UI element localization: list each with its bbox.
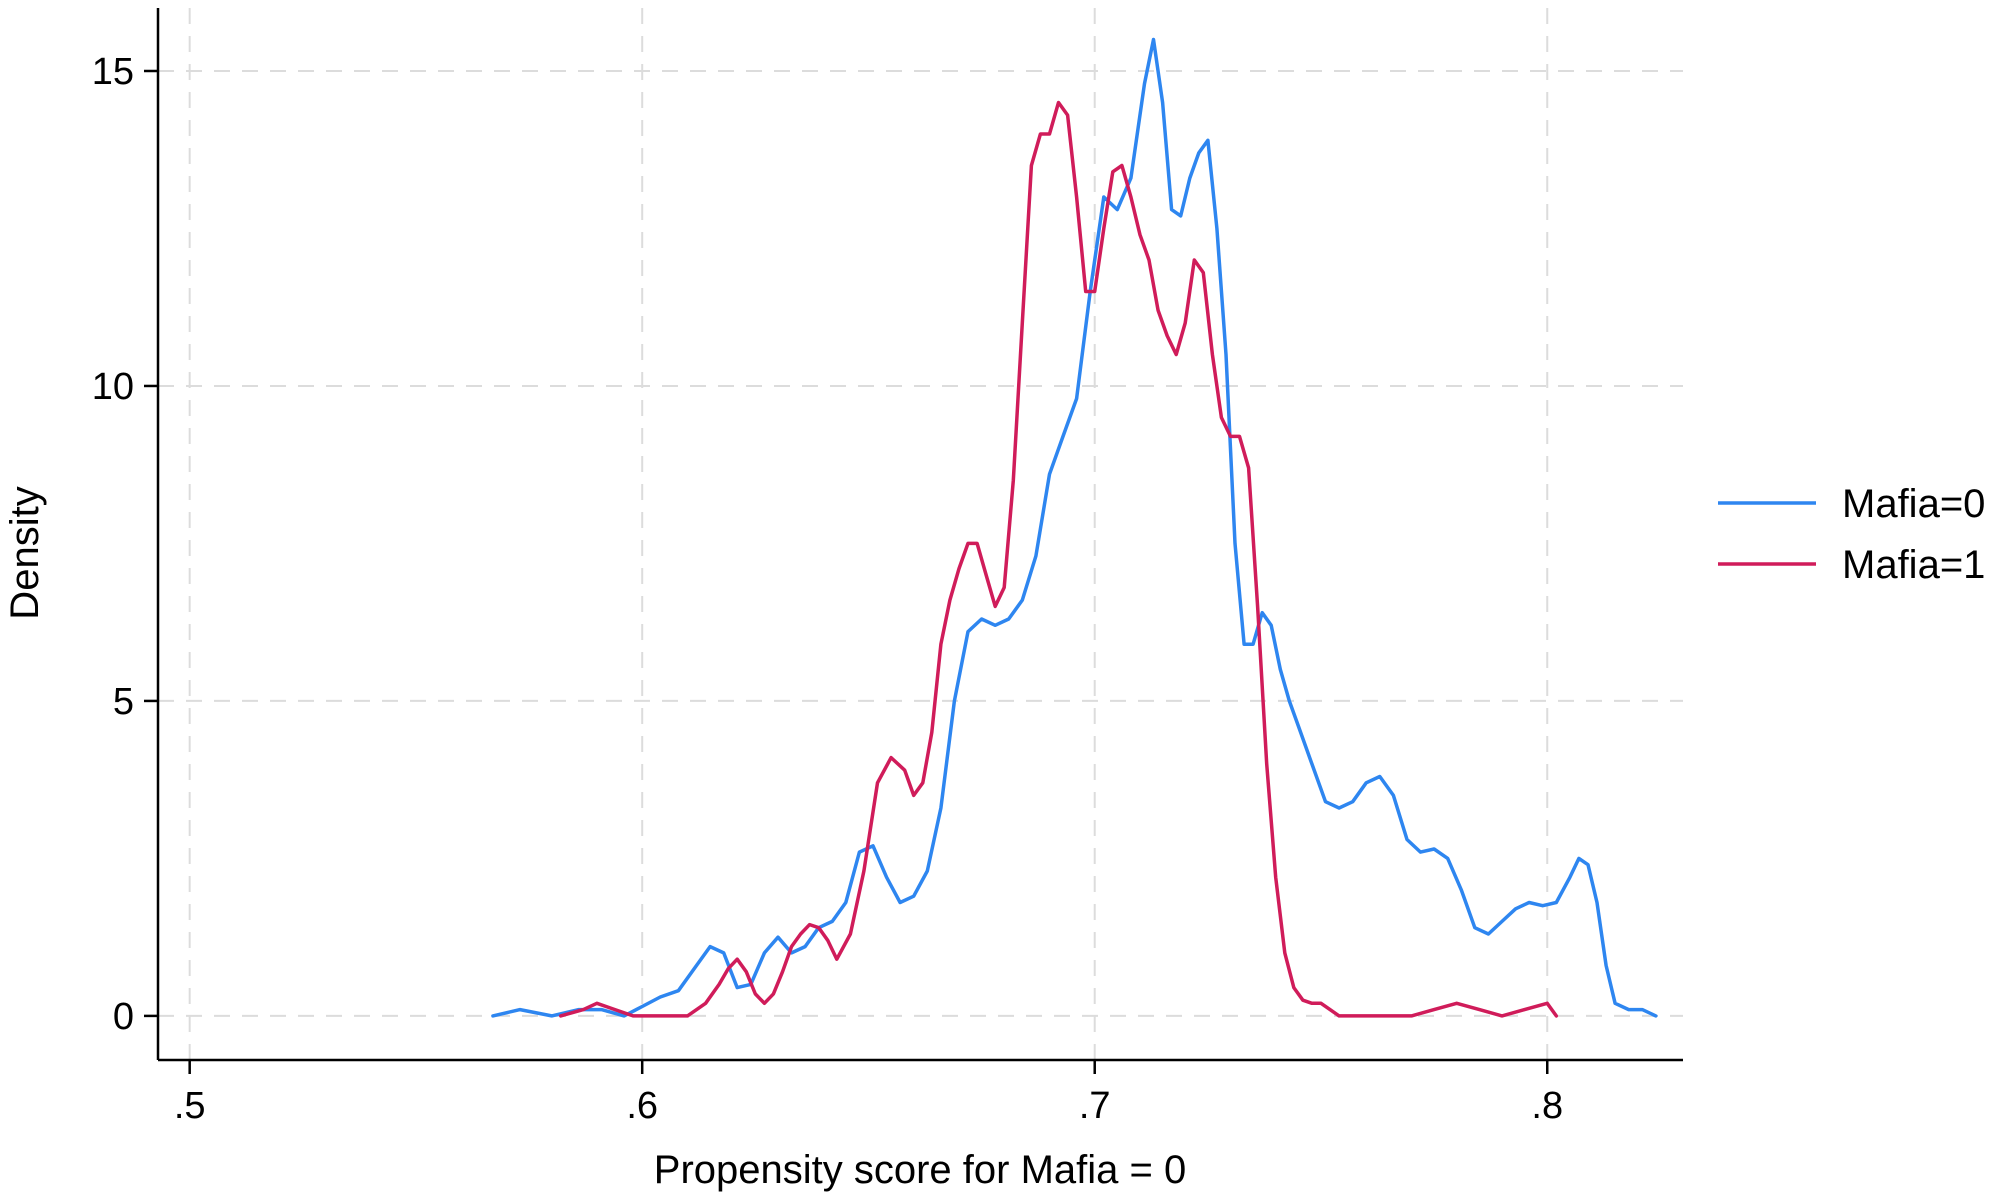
y-tick-label: 15 (92, 51, 134, 93)
y-ticks: 0 5 10 15 (92, 51, 158, 1038)
grid-lines (158, 8, 1683, 1060)
y-tick-label: 10 (92, 366, 134, 408)
x-ticks: .5 .6 .7 .8 (174, 1060, 1563, 1127)
x-tick-label: .8 (1531, 1085, 1563, 1127)
series-line-mafia-1 (558, 100, 1559, 1018)
x-tick-label: .7 (1079, 1085, 1111, 1127)
y-tick-label: 0 (113, 996, 134, 1038)
y-axis-title: Density (3, 486, 47, 619)
series-line-mafia-0 (491, 37, 1658, 1018)
x-tick-label: .6 (626, 1085, 658, 1127)
legend-label: Mafia=0 (1842, 482, 1985, 526)
axes (156, 8, 1683, 1062)
x-tick-label: .5 (174, 1085, 206, 1127)
x-axis-title: Propensity score for Mafia = 0 (654, 1148, 1186, 1192)
legend: Mafia=0 Mafia=1 (1718, 482, 1985, 587)
series-lines (491, 37, 1658, 1018)
legend-label: Mafia=1 (1842, 543, 1985, 587)
y-tick-label: 5 (113, 681, 134, 723)
